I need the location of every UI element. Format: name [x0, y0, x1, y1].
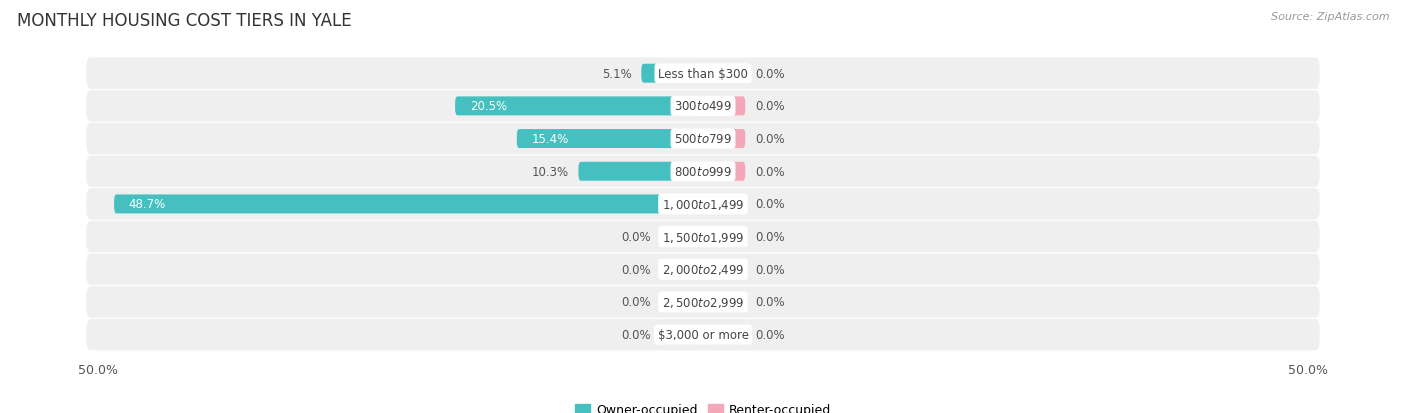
Text: $800 to $999: $800 to $999 [673, 165, 733, 178]
FancyBboxPatch shape [86, 254, 1320, 285]
FancyBboxPatch shape [703, 195, 745, 214]
Text: 0.0%: 0.0% [621, 230, 651, 244]
FancyBboxPatch shape [578, 162, 703, 181]
FancyBboxPatch shape [641, 64, 703, 83]
Text: 0.0%: 0.0% [755, 198, 785, 211]
Text: 0.0%: 0.0% [755, 165, 785, 178]
FancyBboxPatch shape [703, 228, 745, 247]
Text: 0.0%: 0.0% [755, 100, 785, 113]
FancyBboxPatch shape [86, 58, 1320, 90]
Text: 48.7%: 48.7% [128, 198, 166, 211]
FancyBboxPatch shape [86, 221, 1320, 253]
Text: 0.0%: 0.0% [755, 328, 785, 341]
Text: $1,500 to $1,999: $1,500 to $1,999 [662, 230, 744, 244]
Text: 15.4%: 15.4% [531, 133, 568, 146]
Text: 0.0%: 0.0% [621, 263, 651, 276]
Text: 0.0%: 0.0% [621, 296, 651, 309]
FancyBboxPatch shape [517, 130, 703, 149]
FancyBboxPatch shape [86, 189, 1320, 220]
FancyBboxPatch shape [661, 228, 703, 247]
FancyBboxPatch shape [114, 195, 703, 214]
Text: 5.1%: 5.1% [602, 68, 631, 81]
Text: 10.3%: 10.3% [531, 165, 569, 178]
FancyBboxPatch shape [703, 293, 745, 312]
FancyBboxPatch shape [86, 287, 1320, 318]
Text: $3,000 or more: $3,000 or more [658, 328, 748, 341]
Text: $2,000 to $2,499: $2,000 to $2,499 [662, 263, 744, 277]
FancyBboxPatch shape [661, 293, 703, 312]
Legend: Owner-occupied, Renter-occupied: Owner-occupied, Renter-occupied [569, 398, 837, 413]
Text: 0.0%: 0.0% [755, 296, 785, 309]
FancyBboxPatch shape [703, 97, 745, 116]
FancyBboxPatch shape [661, 260, 703, 279]
FancyBboxPatch shape [86, 123, 1320, 155]
Text: $300 to $499: $300 to $499 [673, 100, 733, 113]
FancyBboxPatch shape [86, 156, 1320, 188]
Text: 20.5%: 20.5% [470, 100, 506, 113]
FancyBboxPatch shape [86, 319, 1320, 351]
Text: 0.0%: 0.0% [755, 68, 785, 81]
Text: 0.0%: 0.0% [755, 133, 785, 146]
FancyBboxPatch shape [661, 325, 703, 344]
Text: 0.0%: 0.0% [755, 263, 785, 276]
Text: Less than $300: Less than $300 [658, 68, 748, 81]
Text: $1,000 to $1,499: $1,000 to $1,499 [662, 197, 744, 211]
Text: $500 to $799: $500 to $799 [673, 133, 733, 146]
FancyBboxPatch shape [703, 162, 745, 181]
FancyBboxPatch shape [703, 325, 745, 344]
FancyBboxPatch shape [703, 130, 745, 149]
FancyBboxPatch shape [456, 97, 703, 116]
Text: Source: ZipAtlas.com: Source: ZipAtlas.com [1271, 12, 1389, 22]
Text: 0.0%: 0.0% [621, 328, 651, 341]
Text: MONTHLY HOUSING COST TIERS IN YALE: MONTHLY HOUSING COST TIERS IN YALE [17, 12, 352, 30]
Text: 0.0%: 0.0% [755, 230, 785, 244]
FancyBboxPatch shape [703, 64, 745, 83]
FancyBboxPatch shape [703, 260, 745, 279]
FancyBboxPatch shape [86, 91, 1320, 122]
Text: $2,500 to $2,999: $2,500 to $2,999 [662, 295, 744, 309]
